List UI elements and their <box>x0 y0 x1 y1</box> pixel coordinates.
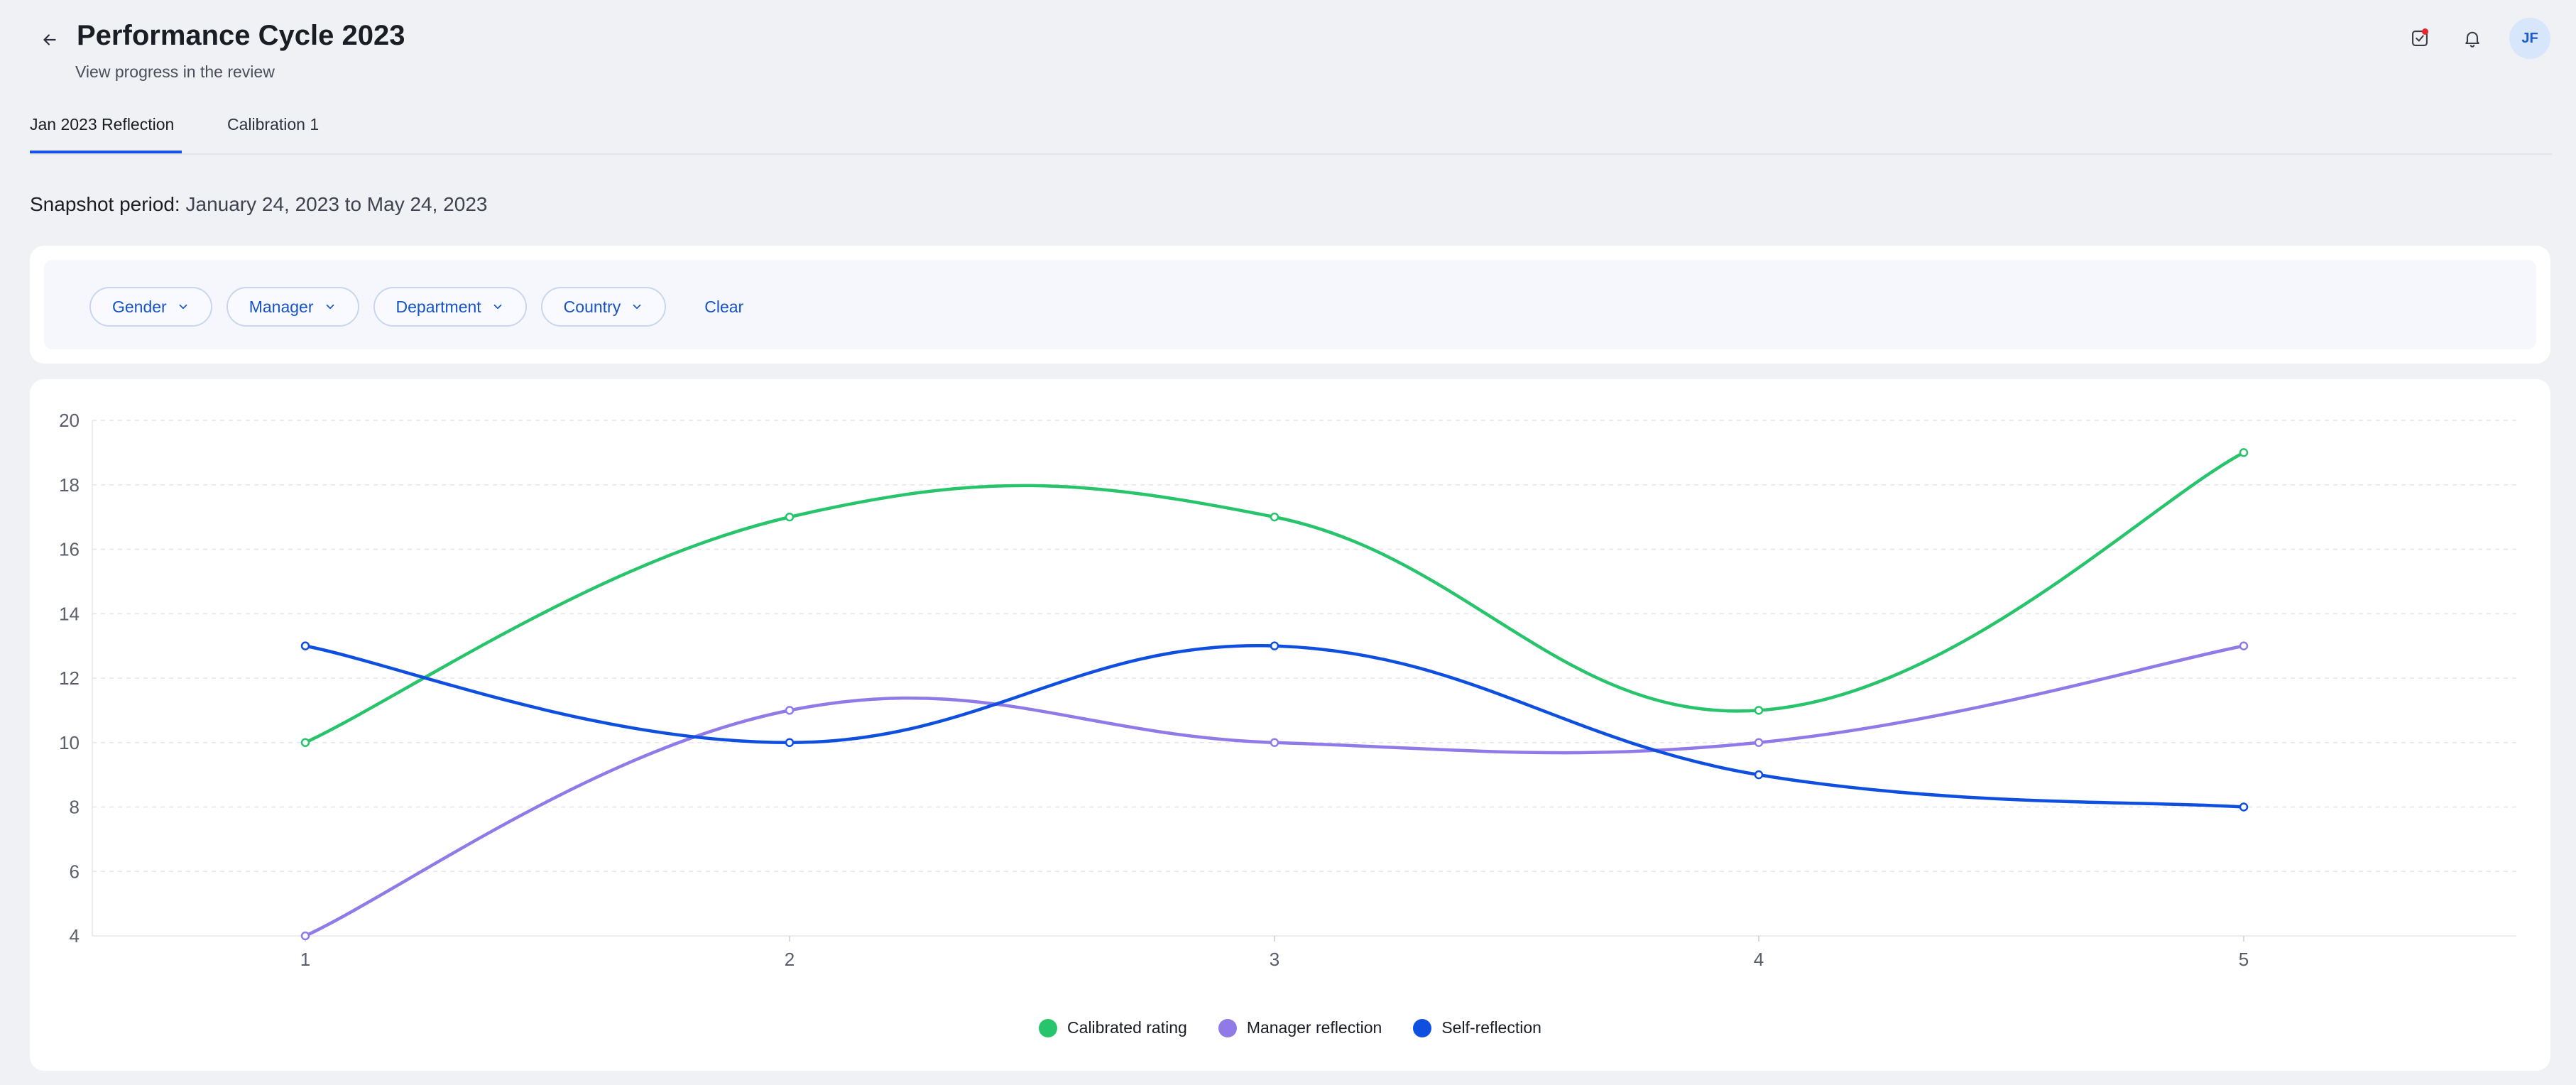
data-point[interactable] <box>1754 738 1764 747</box>
chevron-down-icon <box>179 304 187 310</box>
data-point[interactable] <box>1754 706 1764 715</box>
legend-item[interactable]: Manager reflection <box>1218 1018 1382 1037</box>
chart-legend: Calibrated rating Manager reflection Self-… <box>30 1018 2550 1037</box>
chevron-down-icon <box>633 304 641 310</box>
x-tick-label: 3 <box>1270 949 1279 970</box>
notification-dot <box>2422 28 2428 35</box>
series-line <box>303 644 2246 938</box>
x-tick-label: 1 <box>300 949 310 970</box>
x-tick-label: 5 <box>2239 949 2249 970</box>
data-point[interactable] <box>2239 448 2249 457</box>
chevron-down-icon <box>493 304 501 310</box>
filter-panel: Gender Manager Department Country Clear <box>30 246 2550 364</box>
avatar[interactable]: JF <box>2509 18 2550 59</box>
legend-label: Self-reflection <box>1441 1018 1541 1037</box>
snapshot-label: Snapshot period: <box>30 193 180 215</box>
data-point[interactable] <box>785 706 795 715</box>
snapshot-period: Snapshot period: January 24, 2023 to May… <box>30 193 487 216</box>
y-tick-label: 16 <box>59 539 80 560</box>
y-tick-label: 12 <box>59 667 80 689</box>
y-tick-label: 6 <box>70 861 80 882</box>
x-tick-label: 2 <box>785 949 795 970</box>
top-actions: JF <box>2404 18 2550 59</box>
filter-gender-dropdown[interactable]: Gender <box>89 287 212 327</box>
filter-label: Country <box>563 297 621 316</box>
series-manager-reflection <box>300 641 2249 941</box>
legend-label: Manager reflection <box>1246 1018 1382 1037</box>
data-point[interactable] <box>2239 802 2249 812</box>
legend-label: Calibrated rating <box>1067 1018 1187 1037</box>
page-title: Performance Cycle 2023 <box>77 20 405 51</box>
data-point[interactable] <box>785 738 795 747</box>
legend-swatch <box>1039 1018 1058 1037</box>
data-point[interactable] <box>300 641 310 650</box>
y-tick-label: 14 <box>59 603 80 624</box>
data-point[interactable] <box>1754 770 1764 780</box>
tab-calibration-1[interactable]: Calibration 1 <box>227 115 320 133</box>
series-line <box>303 451 2246 744</box>
filter-country-dropdown[interactable]: Country <box>540 287 667 327</box>
clear-filters-link[interactable]: Clear <box>704 297 744 316</box>
data-point[interactable] <box>2239 641 2249 650</box>
page-header: Performance Cycle 2023 View progress in … <box>0 0 2576 149</box>
page-subtitle: View progress in the review <box>75 62 275 81</box>
filter-manager-dropdown[interactable]: Manager <box>226 287 359 327</box>
filter-bar: Gender Manager Department Country Clear <box>44 260 2536 349</box>
legend-item[interactable]: Self-reflection <box>1413 1018 1541 1037</box>
chevron-down-icon <box>326 304 334 310</box>
filter-row: Gender Manager Department Country Clear <box>89 287 743 327</box>
legend-item[interactable]: Calibrated rating <box>1039 1018 1187 1037</box>
tasks-icon <box>2412 31 2428 46</box>
back-button[interactable] <box>36 26 64 54</box>
series-self-reflection <box>300 641 2249 812</box>
filter-label: Gender <box>112 297 167 316</box>
series-line <box>303 643 2246 809</box>
series-calibrated-rating <box>300 448 2249 747</box>
x-tick-label: 4 <box>1754 949 1764 970</box>
notifications-button[interactable] <box>2457 23 2488 54</box>
tab-jan-2023-reflection[interactable]: Jan 2023 Reflection <box>30 114 182 153</box>
y-tick-label: 20 <box>59 410 80 431</box>
arrow-left-icon <box>43 34 56 45</box>
filter-label: Manager <box>249 297 314 316</box>
data-point[interactable] <box>300 931 310 941</box>
y-tick-label: 8 <box>70 797 80 818</box>
data-point[interactable] <box>1270 641 1279 650</box>
snapshot-value: January 24, 2023 to May 24, 2023 <box>185 193 488 215</box>
tab-bar: Jan 2023 Reflection Calibration 1 <box>30 114 2552 155</box>
legend-swatch <box>1218 1018 1237 1037</box>
y-tick-label: 18 <box>59 474 80 496</box>
data-point[interactable] <box>300 738 310 747</box>
filter-department-dropdown[interactable]: Department <box>373 287 527 327</box>
y-tick-label: 4 <box>70 925 80 947</box>
bell-icon <box>2465 31 2479 48</box>
y-tick-label: 10 <box>59 732 80 753</box>
legend-swatch <box>1413 1018 1432 1037</box>
data-point[interactable] <box>785 512 795 522</box>
chart-card: 4 6 8 10 12 14 16 18 20 1 2 3 4 5 Calibrated rating Ma… <box>30 379 2550 1071</box>
data-point[interactable] <box>1270 738 1279 747</box>
data-point[interactable] <box>1270 512 1279 522</box>
filter-label: Department <box>395 297 481 316</box>
tasks-button[interactable] <box>2404 23 2435 54</box>
